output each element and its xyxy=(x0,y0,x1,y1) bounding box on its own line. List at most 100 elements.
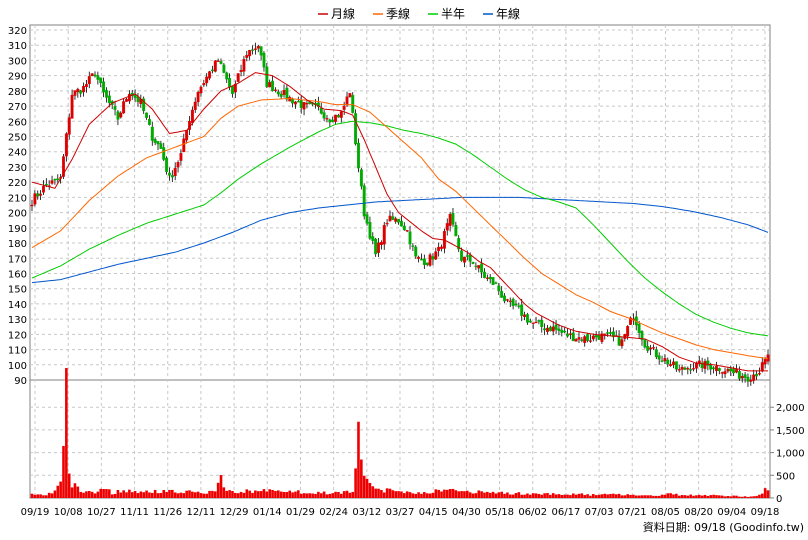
volume-bar xyxy=(67,473,71,498)
candle-body xyxy=(712,367,716,370)
candle-body xyxy=(147,118,151,125)
volume-bar xyxy=(319,493,323,498)
volume-bar xyxy=(423,492,426,498)
volume-bar xyxy=(569,495,572,498)
volume-bar xyxy=(646,495,650,498)
volume-axis: 0 500 1,000 1,500 2,000 xyxy=(770,403,805,505)
volume-bar xyxy=(148,492,151,498)
ma-half-line xyxy=(31,120,769,337)
volume-bar xyxy=(766,490,770,498)
volume-bar xyxy=(65,368,68,498)
candle-body xyxy=(434,251,438,260)
volume-bar xyxy=(746,496,750,498)
volume-bar xyxy=(586,494,589,498)
volume-bar xyxy=(723,496,727,498)
volume-bar xyxy=(193,492,197,498)
candle-body xyxy=(331,119,335,122)
price-tick-270: 270 xyxy=(8,102,27,113)
candle-body xyxy=(428,254,432,266)
date-tick-13: 04/30 xyxy=(452,507,481,518)
volume-bar xyxy=(414,493,418,498)
candle-body xyxy=(706,360,710,366)
date-tick-6: 12/29 xyxy=(220,507,249,518)
ma-month-line xyxy=(31,72,768,372)
volume-bar xyxy=(325,494,329,498)
candle-body xyxy=(342,106,346,110)
candle-body xyxy=(746,376,750,382)
candle-body xyxy=(543,328,547,331)
volume-bar xyxy=(239,491,243,498)
candle-body xyxy=(514,303,518,306)
volume-bar xyxy=(649,495,652,498)
date-tick-22: 09/18 xyxy=(751,507,780,518)
candle-body xyxy=(388,215,392,222)
volume-bar xyxy=(242,492,246,498)
ma-year-line xyxy=(31,196,769,284)
volume-bar xyxy=(514,493,518,498)
candle-body xyxy=(251,49,254,51)
candle-body xyxy=(720,372,724,374)
candle-body xyxy=(537,320,541,322)
volume-bar xyxy=(56,485,60,498)
volume-bar xyxy=(428,493,432,498)
volume-bar xyxy=(110,494,114,498)
volume-bar xyxy=(557,494,561,498)
candle-body xyxy=(646,346,650,351)
candle-body xyxy=(629,317,632,325)
volume-bar xyxy=(357,421,360,498)
candle-body xyxy=(113,106,117,110)
candle-body xyxy=(391,216,395,220)
volume-bar xyxy=(563,494,566,498)
candle-body xyxy=(637,323,641,334)
volume-bar xyxy=(251,492,254,498)
volume-bar xyxy=(612,493,615,498)
candle-body xyxy=(525,314,529,323)
candle-body xyxy=(231,86,234,95)
price-tick-160: 160 xyxy=(8,269,27,280)
date-tick-5: 12/11 xyxy=(186,507,215,518)
legend-label-2: 半年 xyxy=(441,7,465,21)
volume-bar xyxy=(79,491,82,498)
candle-body xyxy=(623,334,627,339)
candle-body xyxy=(205,76,209,84)
volume-bar xyxy=(589,495,592,498)
volume-bar xyxy=(738,496,741,498)
date-tick-11: 03/27 xyxy=(386,507,415,518)
volume-bar xyxy=(99,488,103,498)
volume-bar xyxy=(196,491,200,498)
candle-body xyxy=(268,82,272,88)
volume-bar xyxy=(554,494,558,498)
volume-bar xyxy=(626,494,629,498)
candle-body xyxy=(697,360,701,364)
volume-bar xyxy=(342,491,346,498)
volume-bar xyxy=(236,493,240,498)
volume-bar xyxy=(402,493,406,498)
volume-bar xyxy=(680,495,684,498)
candle-body xyxy=(173,168,177,177)
volume-bar xyxy=(291,492,294,498)
candle-body xyxy=(377,242,380,253)
volume-bar xyxy=(380,490,383,498)
price-axis: 90 100 110 120 130 140 150 160 170 180 190 200 210 22… xyxy=(8,26,27,387)
volume-bar xyxy=(408,492,412,498)
candle-body xyxy=(760,362,764,372)
candle-body xyxy=(213,60,217,72)
candle-body xyxy=(405,230,409,232)
date-tick-17: 07/03 xyxy=(585,507,614,518)
volume-bar xyxy=(448,489,452,498)
volume-bar xyxy=(468,492,472,498)
volume-bar xyxy=(600,494,604,498)
volume-bar xyxy=(583,495,587,498)
volume-bar xyxy=(156,493,160,498)
volume-bar xyxy=(248,490,251,498)
volume-bar xyxy=(417,492,420,498)
candle-body xyxy=(740,376,744,379)
volume-bar xyxy=(397,491,400,498)
candle-body xyxy=(96,75,100,80)
volume-tick-1500: 1,500 xyxy=(776,426,805,437)
volume-bar xyxy=(520,494,524,498)
volume-bar xyxy=(740,496,744,498)
candle-body xyxy=(351,95,355,113)
volume-bar xyxy=(686,495,690,498)
volume-bar xyxy=(760,493,764,498)
